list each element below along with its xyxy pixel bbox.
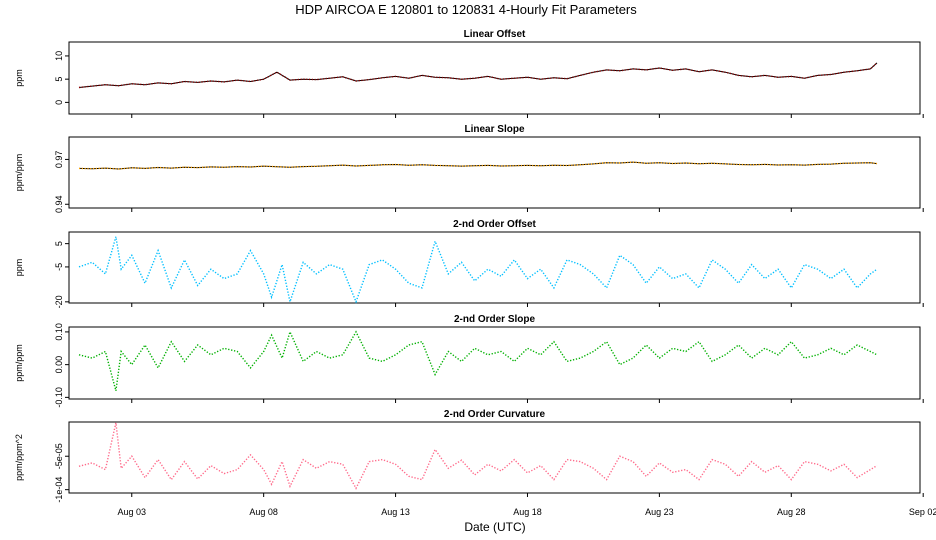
panel-frame [68, 136, 921, 209]
panel-title: 2-nd Order Offset [453, 219, 536, 230]
y-tick-label: 10 [54, 51, 64, 61]
panel-5: 2-nd Order Curvature -1e-04 -5e-05 ppm/ppm^… [14, 409, 924, 503]
panel-2: Linear Slope 0.94 0.97 ppm/ppm [14, 124, 924, 213]
y-axis-label: ppm/ppm^2 [14, 434, 24, 481]
panel-1: Linear Offset 0 5 10 ppm [14, 29, 924, 118]
y-tick-label: -5e-05 [54, 443, 64, 469]
series-points [78, 236, 878, 305]
y-tick-label: 0 [54, 100, 64, 105]
panel-title: 2-nd Order Curvature [444, 409, 546, 420]
x-tick-label: Aug 08 [249, 507, 278, 517]
y-axis-label: ppm/ppm [14, 344, 24, 382]
x-tick-label: Aug 28 [777, 507, 806, 517]
y-tick-label: 5 [54, 241, 64, 246]
y-tick-label: 0.97 [54, 151, 64, 169]
panel-frame [68, 326, 921, 400]
panel-title: Linear Offset [464, 29, 526, 40]
x-tick-label: Aug 23 [645, 507, 674, 517]
y-tick-label: 5 [54, 77, 64, 82]
y-axis-label: ppm [14, 259, 24, 277]
panel-title: 2-nd Order Slope [454, 314, 536, 325]
x-axis: Aug 03 Aug 08 Aug 13 Aug 18 Aug 23 Aug 28 Sep … [117, 507, 936, 517]
series-points [78, 329, 878, 391]
x-tick-label: Aug 13 [381, 507, 410, 517]
chart-panels: Linear Offset 0 5 10 ppm Linear Slope 0.94 0.97… [14, 29, 924, 503]
y-tick-label: -5 [54, 263, 64, 271]
series-points [78, 62, 878, 89]
y-axis-label: ppm/ppm [14, 154, 24, 192]
panel-3: 2-nd Order Offset -20 -5 5 ppm [14, 219, 924, 308]
panel-frame [68, 231, 921, 304]
figure-title: HDP AIRCOA E 120801 to 120831 4-Hourly F… [295, 2, 637, 17]
y-tick-label: -20 [54, 295, 64, 308]
x-tick-label: Sep 02 [909, 507, 936, 517]
y-tick-label: 0.00 [54, 356, 64, 374]
y-tick-label: 0.10 [54, 323, 64, 341]
series-line [78, 161, 878, 170]
x-axis-label: Date (UTC) [464, 520, 525, 534]
y-tick-label: -0.10 [54, 387, 64, 408]
y-tick-label: -1e-04 [54, 477, 64, 503]
panel-title: Linear Slope [464, 124, 524, 135]
x-tick-label: Aug 18 [513, 507, 542, 517]
panel-frame [68, 41, 921, 115]
x-tick-label: Aug 03 [117, 507, 146, 517]
y-axis-label: ppm [14, 69, 24, 87]
series-points [78, 422, 878, 490]
panel-frame [68, 421, 921, 494]
series-line [78, 62, 878, 88]
y-tick-label: 0.94 [54, 195, 64, 213]
panel-4: 2-nd Order Slope -0.10 0.00 0.10 ppm/ppm [14, 314, 924, 408]
